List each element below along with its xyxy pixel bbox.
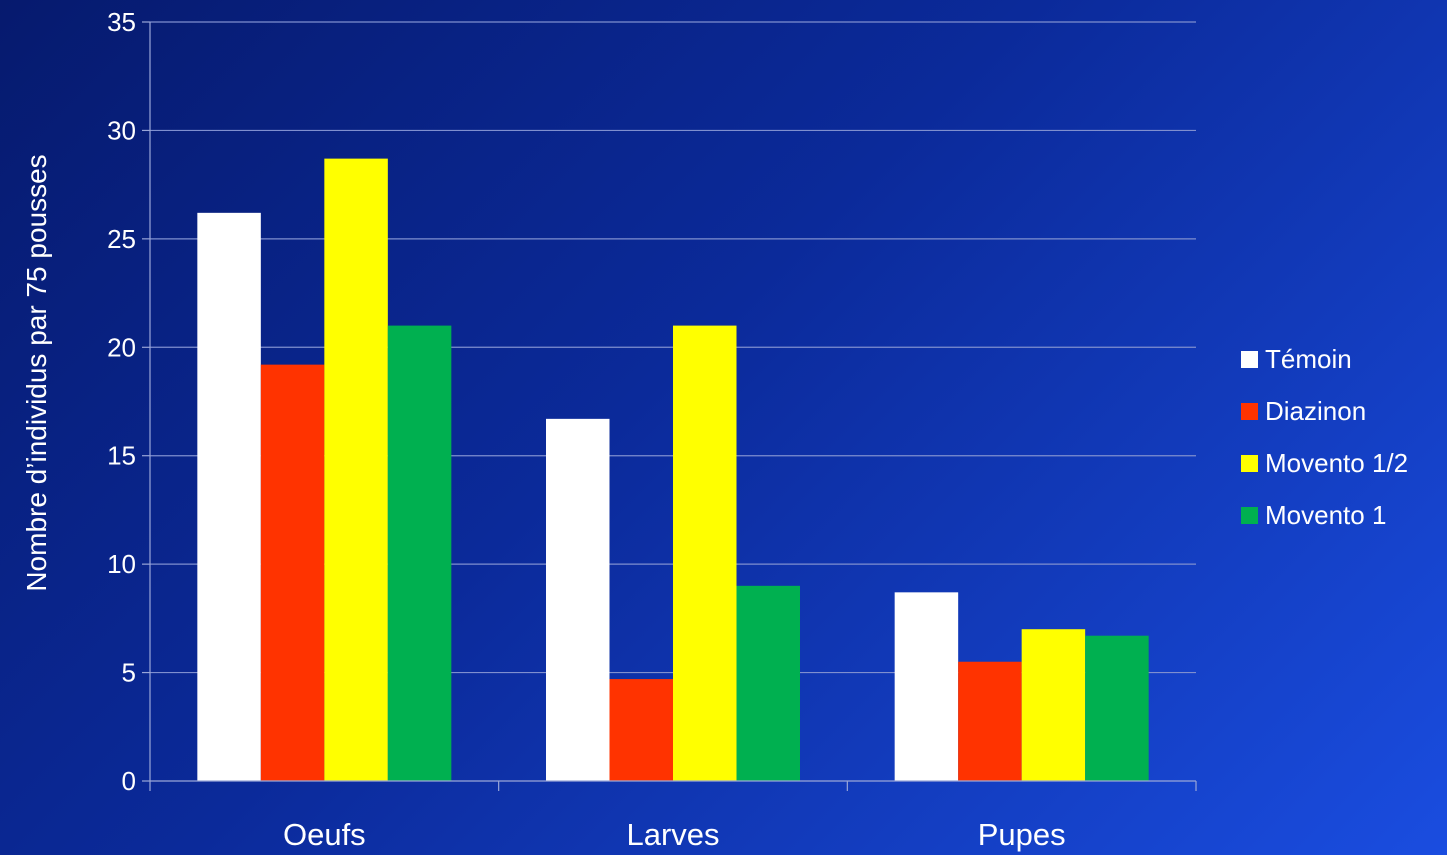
- y-tick-label: 0: [122, 766, 136, 796]
- y-tick-label: 35: [107, 7, 136, 37]
- x-category-labels: Oeufs Larves Pupes: [283, 817, 1066, 852]
- bar-pupes-0: [894, 592, 959, 781]
- x-category-label: Larves: [626, 817, 719, 852]
- bar-oeufs-0: [197, 212, 261, 781]
- y-tick-label: 15: [107, 441, 136, 471]
- x-category-label: Oeufs: [283, 817, 366, 852]
- bar-larves-2: [673, 325, 737, 781]
- legend: Témoin Diazinon Movento 1/2 Movento 1: [1241, 344, 1408, 530]
- y-tick-label: 5: [122, 658, 136, 688]
- legend-label: Movento 1: [1265, 500, 1386, 530]
- bar-larves-0: [546, 418, 610, 781]
- y-tick-label: 30: [107, 115, 136, 145]
- bars: [197, 158, 1149, 781]
- bar-oeufs-1: [260, 364, 325, 781]
- legend-swatch: [1241, 403, 1258, 420]
- bar-pupes-3: [1085, 635, 1149, 781]
- bar-larves-1: [609, 679, 673, 781]
- y-tick-label: 25: [107, 224, 136, 254]
- x-category-label: Pupes: [978, 817, 1066, 852]
- legend-label: Témoin: [1265, 344, 1352, 374]
- bar-oeufs-2: [324, 158, 388, 781]
- y-tick-label: 10: [107, 549, 136, 579]
- bar-pupes-2: [1021, 629, 1086, 781]
- y-axis-label: Nombre d’individus par 75 pousses: [21, 154, 52, 591]
- y-tick-label: 20: [107, 332, 136, 362]
- bar-pupes-1: [958, 661, 1022, 781]
- axes: [142, 21, 1197, 791]
- bar-larves-3: [736, 585, 800, 781]
- legend-swatch: [1241, 507, 1258, 524]
- legend-swatch: [1241, 351, 1258, 368]
- legend-label: Diazinon: [1265, 396, 1366, 426]
- y-tick-labels: 0 5 10 15 20 25 30 35: [107, 7, 136, 796]
- legend-label: Movento 1/2: [1265, 448, 1408, 478]
- legend-swatch: [1241, 455, 1258, 472]
- bar-oeufs-3: [387, 325, 452, 781]
